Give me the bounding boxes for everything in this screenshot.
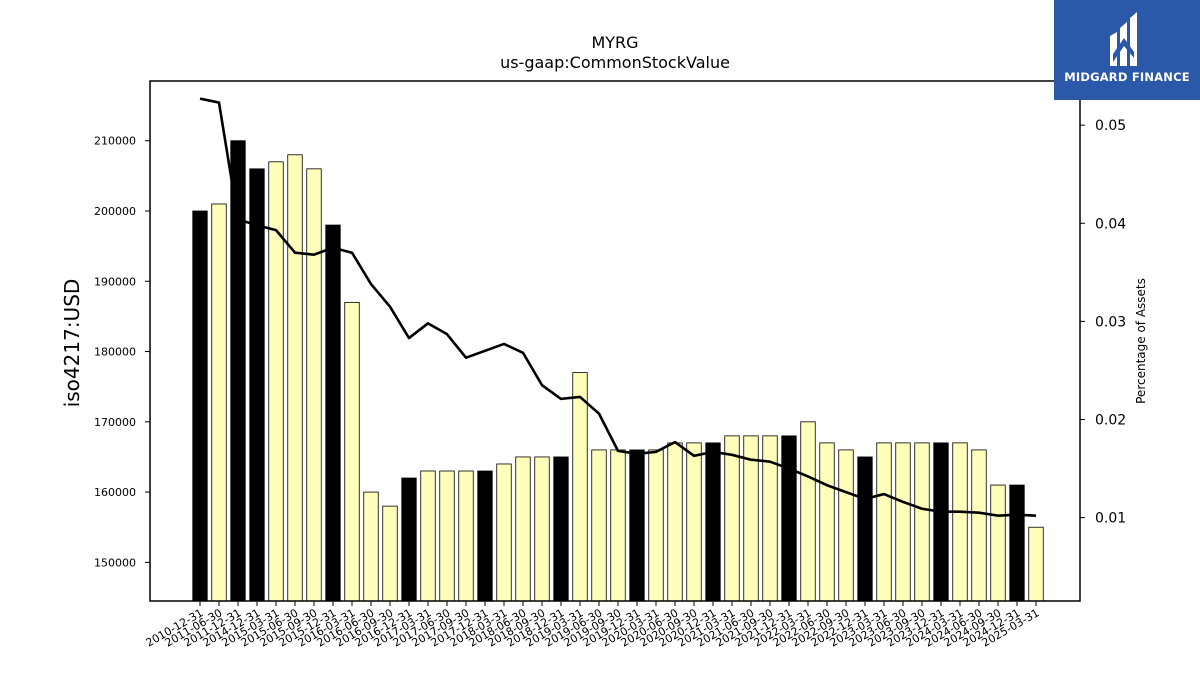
- bar-2015-06-30: [287, 154, 303, 602]
- bar-2024-06-30: [971, 449, 987, 602]
- bar-2016-03-31: [344, 301, 360, 602]
- bar-2021-03-31: [724, 435, 740, 602]
- bar-2014-12-31: [249, 168, 265, 602]
- bar-2022-03-31: [800, 421, 816, 602]
- bar-2015-12-31: [325, 224, 341, 602]
- logo-text: MIDGARD FINANCE: [1064, 70, 1190, 84]
- y-tick-label: 170000: [94, 416, 136, 429]
- bar-2017-03-31: [420, 470, 436, 602]
- bar-2022-12-31: [857, 456, 873, 602]
- bar-2018-12-31: [553, 456, 569, 602]
- bar-2016-06-30: [363, 491, 379, 602]
- bar-2016-12-31: [401, 477, 417, 602]
- bar-2023-06-30: [895, 442, 911, 602]
- y-tick-label: 180000: [94, 346, 136, 359]
- bar-2020-06-30: [667, 442, 683, 602]
- bar-2020-03-31: [648, 449, 664, 602]
- bar-2019-03-31: [572, 372, 588, 602]
- y-tick-label: 190000: [94, 275, 136, 288]
- bar-2020-12-31: [705, 442, 721, 602]
- bar-2021-12-31: [781, 435, 797, 602]
- bar-2016-09-30: [382, 505, 398, 602]
- y-axis-label: iso4217:USD: [60, 279, 84, 408]
- y-tick-label: 160000: [94, 486, 136, 499]
- bar-2022-09-30: [838, 449, 854, 602]
- y2-tick-label: 0.01: [1095, 511, 1126, 527]
- y2-tick-label: 0.03: [1095, 314, 1126, 330]
- bar-2017-06-30: [439, 470, 455, 602]
- bar-2017-12-31: [477, 470, 493, 602]
- bars-layer: [192, 140, 1044, 602]
- bar-2018-09-30: [534, 456, 550, 602]
- bar-2023-03-31: [876, 442, 892, 602]
- bar-2024-09-30: [990, 484, 1006, 602]
- line-layer: [199, 97, 1037, 517]
- bar-2025-03-31: [1028, 526, 1044, 602]
- y-tick-label: 210000: [94, 135, 136, 148]
- y-tick-label: 200000: [94, 205, 136, 218]
- bar-2024-03-31: [952, 442, 968, 602]
- chart-title: MYRG: [591, 33, 638, 52]
- y2-tick-label: 0.05: [1095, 118, 1126, 134]
- bar-2019-06-30: [591, 449, 607, 602]
- brand-logo: MIDGARD FINANCE: [1054, 0, 1200, 100]
- bar-2019-12-31: [629, 449, 645, 602]
- chart-subtitle: us-gaap:CommonStockValue: [500, 53, 730, 72]
- percentage-of-assets-line: [199, 97, 1037, 517]
- bar-2010-12-31: [192, 210, 208, 602]
- bar-2022-06-30: [819, 442, 835, 602]
- y2-tick-label: 0.04: [1095, 216, 1126, 232]
- bar-2018-06-30: [515, 456, 531, 602]
- axes-layer: 150000 160000 170000 180000 190000 200000 2100…: [94, 80, 1126, 650]
- plot-frame: [149, 80, 1081, 602]
- bar-2023-12-31: [933, 442, 949, 602]
- logo-mark-icon: [1110, 12, 1137, 66]
- y2-tick-label: 0.02: [1095, 412, 1126, 428]
- bar-2017-09-30: [458, 470, 474, 602]
- bar-2019-09-30: [610, 449, 626, 602]
- bar-2011-06-30: [211, 203, 227, 602]
- bar-2018-03-31: [496, 463, 512, 602]
- y-tick-label: 150000: [94, 556, 136, 569]
- bar-2024-12-31: [1009, 484, 1025, 602]
- y2-axis-label: Percentage of Assets: [1134, 278, 1148, 404]
- bar-2015-09-30: [306, 168, 322, 602]
- bar-2023-09-30: [914, 442, 930, 602]
- bar-2020-09-30: [686, 442, 702, 602]
- bar-2011-12-31: [230, 140, 246, 602]
